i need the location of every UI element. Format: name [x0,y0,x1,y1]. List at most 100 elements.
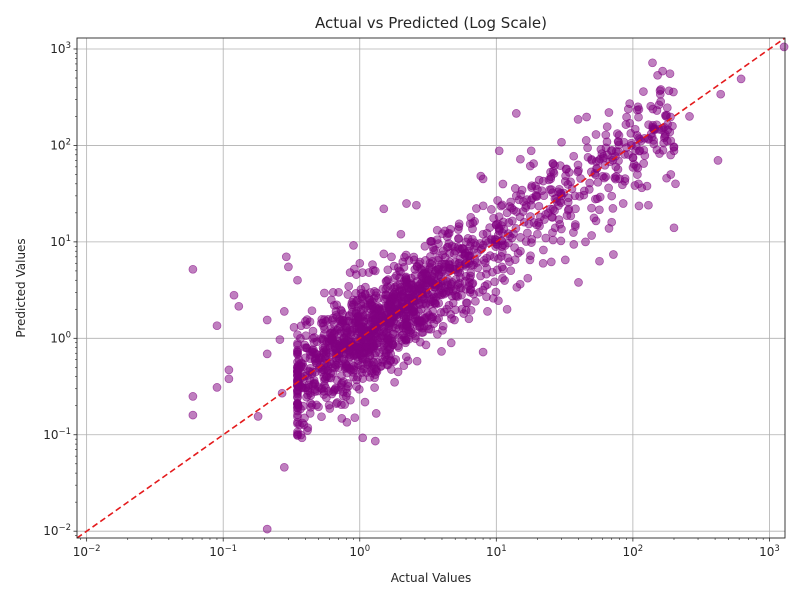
data-point [609,250,618,259]
data-point [478,229,488,239]
data-point [652,106,662,115]
data-point [323,315,333,324]
data-point [526,146,536,156]
data-point [414,299,424,308]
data-point [229,290,239,300]
data-point [349,295,358,305]
data-point [393,367,403,377]
data-point [511,191,521,201]
data-point [387,252,396,262]
data-point [345,268,355,277]
data-point [634,146,644,156]
data-point [516,246,525,256]
data-point [420,314,430,323]
data-point [429,245,439,255]
data-point [441,288,451,297]
data-point [332,399,341,408]
data-point [293,362,302,372]
data-point [662,173,671,183]
data-point [305,409,315,418]
data-point [656,85,666,94]
x-tick-label: 10−2 [73,544,101,559]
data-point [496,252,506,261]
data-point [634,201,644,211]
data-point [430,269,440,279]
data-point [628,153,638,162]
data-point [234,301,244,311]
data-point [642,181,652,191]
data-point [593,194,602,204]
data-point [338,309,348,319]
data-point [375,306,385,316]
data-point [481,269,491,279]
data-point [293,412,302,422]
data-point [334,287,343,297]
data-point [587,203,596,213]
data-point [557,137,566,147]
data-point [289,322,299,332]
data-point [325,404,335,413]
data-point [370,383,379,392]
data-point [396,267,405,277]
data-point [646,101,656,111]
data-point [412,356,422,366]
data-point [317,412,326,422]
data-point [293,338,302,348]
data-point [779,42,789,52]
data-point [569,240,579,249]
data-point [516,154,525,164]
data-point [533,229,542,239]
data-point [554,215,564,224]
data-point [546,174,556,184]
data-point [275,335,285,344]
data-point [342,326,351,336]
data-point [569,151,579,161]
data-point [329,300,339,310]
data-point [581,237,590,247]
data-points [188,42,789,534]
data-point [262,315,272,325]
data-point [548,235,558,245]
data-point [440,307,449,317]
data-point [317,384,327,394]
data-point [665,69,675,79]
data-point [320,374,330,384]
data-point [598,171,607,181]
data-point [639,159,649,168]
data-point [502,304,512,314]
data-point [498,273,507,283]
data-point [355,316,365,326]
data-point [556,236,566,246]
data-point [471,296,480,306]
data-point [323,366,333,375]
data-point [581,136,591,145]
data-point [615,174,624,184]
data-point [438,321,448,331]
data-point [602,150,612,160]
data-point [587,231,596,240]
data-point [525,161,535,171]
data-point [648,58,657,68]
data-point [412,200,421,210]
data-point [466,212,476,222]
data-point [736,74,746,84]
data-point [618,199,628,208]
data-point [652,145,662,155]
data-point [595,256,604,266]
data-point [536,212,545,222]
data-point [607,217,617,227]
data-point [463,252,473,261]
data-point [464,314,474,324]
data-point [473,263,483,273]
data-point [466,305,476,315]
data-point [479,255,489,265]
data-point [402,199,411,208]
data-point [671,179,680,189]
data-point [587,156,597,165]
data-point [370,266,380,276]
data-point [538,258,548,268]
data-point [293,403,302,413]
data-point [426,236,436,246]
data-point [385,344,395,354]
data-point [350,413,360,423]
